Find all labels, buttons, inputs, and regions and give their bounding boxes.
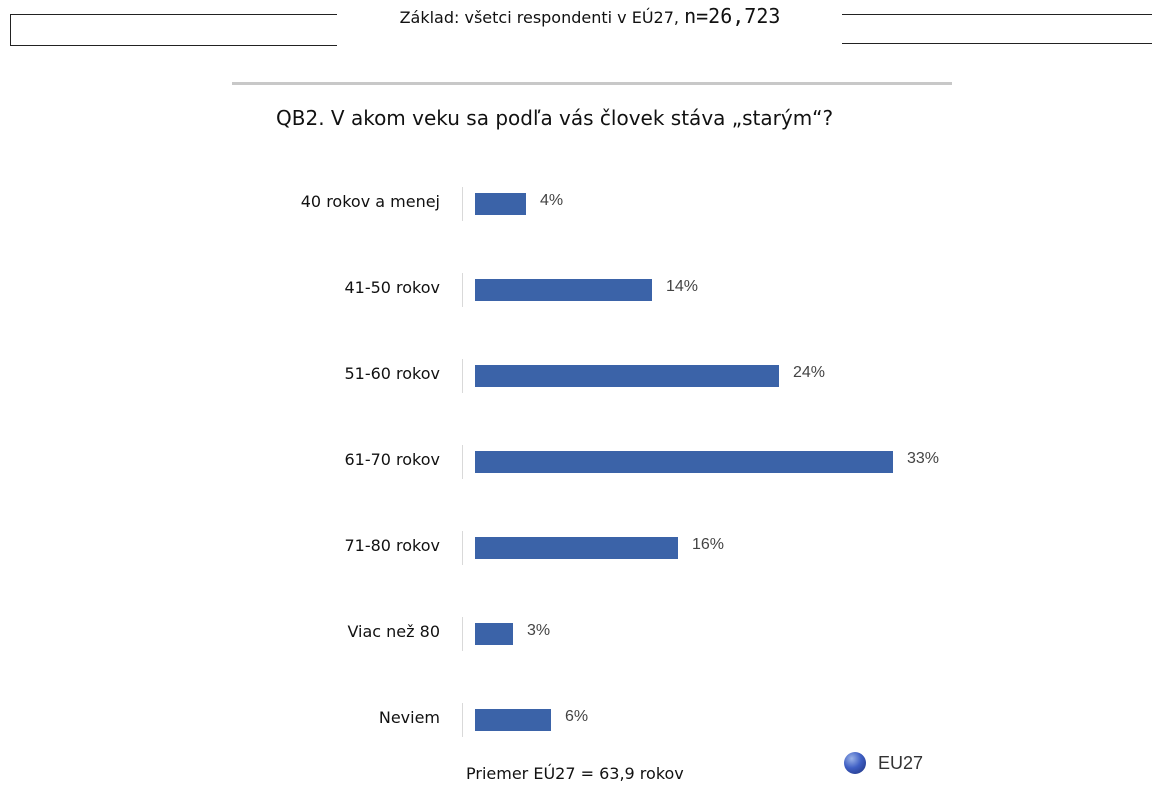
base-caption-text: Základ: všetci respondenti v EÚ27, xyxy=(399,8,685,27)
value-label: 6% xyxy=(565,708,589,725)
title-rule xyxy=(232,82,952,85)
axis-tick xyxy=(462,703,463,737)
value-label: 16% xyxy=(692,536,725,553)
base-frame-right-top xyxy=(842,14,1152,15)
bar xyxy=(475,279,652,301)
bar xyxy=(475,365,779,387)
category-label: 40 rokov a menej xyxy=(300,192,440,211)
category-label: 71-80 rokov xyxy=(344,536,440,555)
axis-tick xyxy=(462,531,463,565)
value-label: 14% xyxy=(666,278,699,295)
legend-label: EU27 xyxy=(878,752,924,773)
value-label: 4% xyxy=(540,192,564,209)
axis-tick xyxy=(462,273,463,307)
bar xyxy=(475,623,513,645)
value-label: 33% xyxy=(907,450,940,467)
category-label: 51-60 rokov xyxy=(344,364,440,383)
axis-tick xyxy=(462,445,463,479)
base-frame-right-bottom xyxy=(842,43,1152,44)
category-label: Viac než 80 xyxy=(347,622,440,641)
category-label: 41-50 rokov xyxy=(344,278,440,297)
question-title: QB2. V akom veku sa podľa vás človek stá… xyxy=(276,106,834,130)
category-label: Neviem xyxy=(378,708,440,727)
bar xyxy=(475,537,678,559)
value-label: 3% xyxy=(527,622,551,639)
bar xyxy=(475,709,551,731)
category-label: 61-70 rokov xyxy=(344,450,440,469)
sample-size: n=26,723 xyxy=(684,4,781,28)
base-frame-left xyxy=(10,14,337,46)
axis-tick xyxy=(462,617,463,651)
average-note: Priemer EÚ27 = 63,9 rokov xyxy=(466,764,684,783)
value-label: 24% xyxy=(793,364,826,381)
legend: EU27 xyxy=(844,752,923,774)
eu-flag-icon xyxy=(844,752,866,774)
axis-tick xyxy=(462,359,463,393)
base-caption: Základ: všetci respondenti v EÚ27, n=26,… xyxy=(340,4,840,28)
bar xyxy=(475,451,893,473)
bar xyxy=(475,193,526,215)
axis-tick xyxy=(462,187,463,221)
